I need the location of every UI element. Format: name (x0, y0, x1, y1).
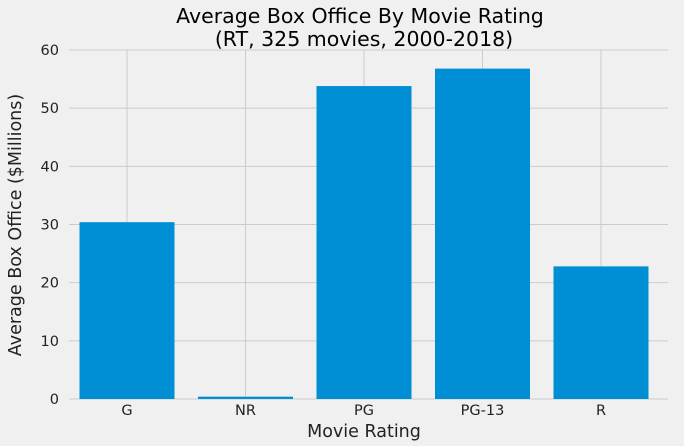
x-tick-label-pg-13: PG-13 (461, 403, 505, 419)
y-tick-label: 20 (41, 276, 59, 292)
bar-pg (316, 86, 412, 400)
x-tick-label-g: G (121, 403, 132, 419)
y-tick-label: 10 (41, 334, 59, 350)
x-axis-label: Movie Rating (307, 422, 421, 442)
bars (79, 68, 649, 400)
y-tick-label: 30 (41, 218, 59, 234)
x-tick-label-nr: NR (235, 403, 256, 419)
x-tick-label-r: R (596, 403, 606, 419)
bar-nr (198, 396, 293, 399)
y-axis-label: Average Box Office ($Millions) (6, 94, 26, 356)
bar-pg-13 (435, 68, 530, 399)
y-tick-label: 50 (41, 101, 59, 117)
tick-labels: 0 10 20 30 40 50 60 G NR PG PG-13 R (41, 43, 606, 419)
y-tick-label: 40 (41, 159, 59, 175)
bar-g (79, 222, 175, 399)
y-tick-label: 0 (50, 392, 59, 408)
y-tick-label: 60 (41, 43, 59, 59)
chart-subtitle: (RT, 325 movies, 2000-2018) (215, 27, 513, 51)
bar-r (553, 266, 649, 399)
chart-title: Average Box Office By Movie Rating (176, 4, 544, 28)
x-tick-label-pg: PG (354, 403, 374, 419)
